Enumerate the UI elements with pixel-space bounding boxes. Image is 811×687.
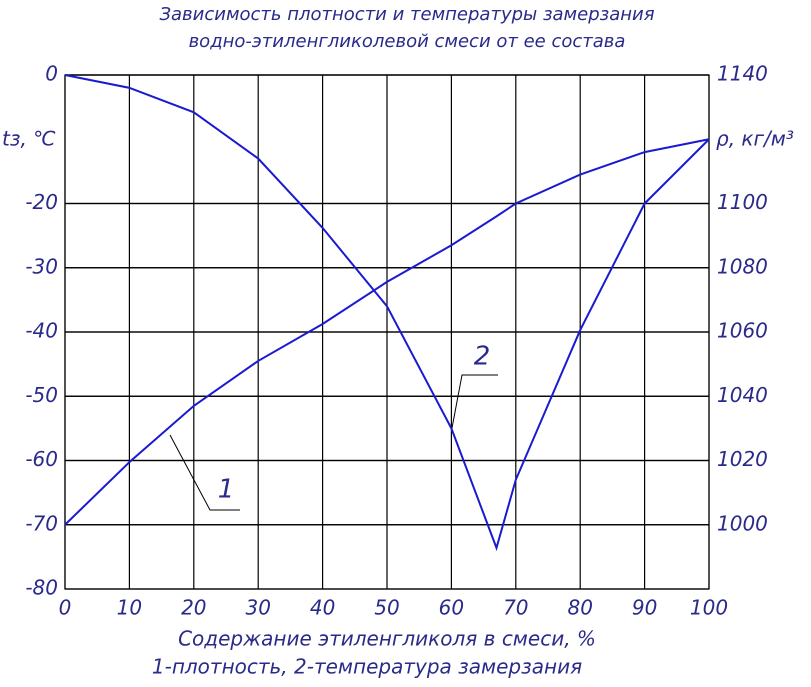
y2-tick-label: 1040 xyxy=(717,383,768,407)
callout-line xyxy=(169,434,240,511)
x-tick-label: 60 xyxy=(439,596,464,620)
y-tick-label: -60 xyxy=(25,447,58,471)
y2-axis-label: ρ, кг/м³ xyxy=(716,127,794,151)
y2-tick-label: 1020 xyxy=(717,447,768,471)
legend-label: 1 xyxy=(218,475,235,505)
x-tick-label: 100 xyxy=(690,596,728,620)
y-tick-label: -30 xyxy=(25,254,58,278)
x-tick-label: 30 xyxy=(245,596,270,620)
x-tick-label: 70 xyxy=(503,596,528,620)
x-tick-label: 10 xyxy=(117,596,142,620)
x-tick-label: 80 xyxy=(567,596,592,620)
y2-tick-label: 1000 xyxy=(717,511,768,535)
x-axis-label: Содержание этиленгликоля в смеси, % xyxy=(178,627,596,651)
y-axis-label: tз, ℃ xyxy=(2,127,56,151)
chart-title: Зависимость плотности и температуры заме… xyxy=(159,4,654,25)
y2-tick-label: 1100 xyxy=(717,190,768,214)
y2-tick-label: 1080 xyxy=(717,254,768,278)
y-tick-label: -50 xyxy=(25,383,58,407)
callout-line xyxy=(451,374,498,429)
x-tick-label: 90 xyxy=(632,596,657,620)
y2-tick-label: 1140 xyxy=(717,62,768,86)
y-tick-label: 0 xyxy=(45,62,58,86)
y-tick-label: -20 xyxy=(25,190,58,214)
y-tick-label: -80 xyxy=(25,576,58,600)
y-tick-label: -70 xyxy=(25,511,58,535)
data-line xyxy=(64,138,710,526)
x-tick-label: 40 xyxy=(310,596,335,620)
chart-title: водно-этиленгликолевой смеси от ее соста… xyxy=(189,31,626,52)
x-tick-label: 20 xyxy=(181,596,206,620)
legend-label: 2 xyxy=(474,342,491,372)
x-tick-label: 0 xyxy=(59,596,72,620)
caption: 1-плотность, 2-температура замерзания xyxy=(152,655,582,679)
y-tick-label: -40 xyxy=(25,319,58,343)
data-line xyxy=(64,74,710,552)
x-tick-label: 50 xyxy=(374,596,399,620)
y2-tick-label: 1060 xyxy=(717,319,768,343)
